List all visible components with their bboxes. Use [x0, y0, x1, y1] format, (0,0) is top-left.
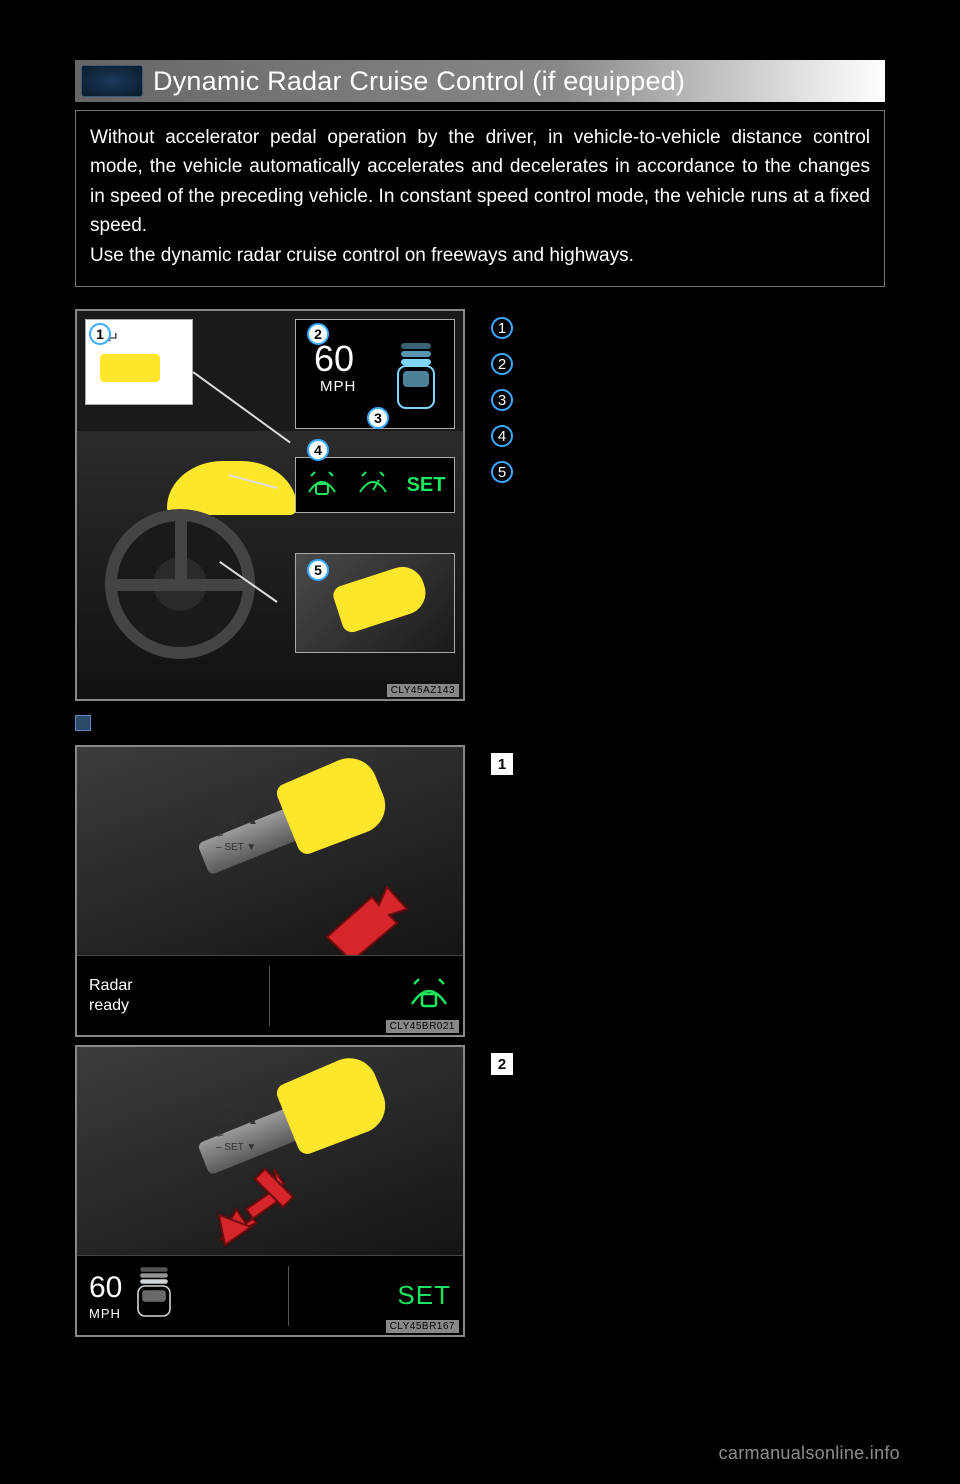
intro-paragraph-1: Without accelerator pedal operation by t…: [90, 123, 870, 241]
radar-ready-line1: Radar: [89, 976, 133, 996]
lever-labels: CANCEL + RES ▲ ⚞ – SET ▼: [216, 1102, 258, 1154]
strip-divider: [288, 1266, 289, 1326]
red-arrow-icon: [207, 1157, 307, 1262]
page-title: Dynamic Radar Cruise Control (if equippe…: [153, 66, 685, 97]
step-marker-2: 2: [491, 1053, 513, 1075]
display-speed-unit: MPH: [89, 1306, 122, 1322]
callout-indicators: SET: [295, 457, 455, 513]
intro-paragraph-2: Use the dynamic radar cruise control on …: [90, 241, 870, 270]
figure-label: CLY45BR167: [386, 1320, 459, 1333]
step2-figure: CANCEL + RES ▲ ⚞ – SET ▼ 60 MPH: [75, 1045, 465, 1337]
title-bar: Dynamic Radar Cruise Control (if equippe…: [75, 60, 885, 102]
display-speed-value: 60: [89, 1269, 122, 1307]
preceding-vehicle-icon: [388, 336, 444, 418]
speed-display-group: 60 MPH: [89, 1264, 180, 1328]
cruise-icon: [356, 468, 390, 503]
legend-item-4: 4: [491, 419, 885, 453]
display-speed-unit: MPH: [320, 378, 356, 395]
radar-cruise-icon: [407, 974, 451, 1017]
figure-label: CLY45BR021: [386, 1020, 459, 1033]
legend-item-3: 3: [491, 383, 885, 417]
legend-marker: 2: [491, 353, 513, 375]
legend-marker: 1: [491, 317, 513, 339]
step-1-row: 1: [491, 747, 885, 781]
cruise-lever-icon: [331, 561, 431, 634]
step-marker-1: 1: [491, 753, 513, 775]
legend-item-5: 5: [491, 455, 885, 489]
radar-ready-line2: ready: [89, 996, 133, 1016]
step-2-row: 2: [491, 1047, 885, 1081]
overview-figure: ↵ 60 MPH: [75, 309, 465, 701]
intro-box: Without accelerator pedal operation by t…: [75, 110, 885, 287]
title-badge-icon: [81, 65, 143, 97]
steering-wheel: [105, 509, 255, 659]
lever-labels: CANCEL + RES ▲ ⚞ – SET ▼: [216, 802, 258, 854]
legend-marker: 4: [491, 425, 513, 447]
set-indicator-label: SET: [397, 1280, 451, 1311]
legend-column: 1 2 3 4 5: [491, 309, 885, 701]
preceding-vehicle-icon: [128, 1264, 180, 1328]
strip-divider: [269, 966, 270, 1026]
legend-item-2: 2: [491, 347, 885, 381]
section-bullet-icon: [75, 715, 91, 731]
radar-cruise-icon: [305, 468, 339, 503]
distance-button-icon: [100, 354, 160, 382]
set-indicator-label: SET: [407, 474, 446, 497]
step1-figure: CANCEL + RES ▲ ⚞ – SET ▼ Radar ready: [75, 745, 465, 1037]
legend-item-1: 1: [491, 311, 885, 345]
figure-label: CLY45AZ143: [387, 684, 459, 697]
legend-marker: 3: [491, 389, 513, 411]
section-header: [75, 715, 885, 731]
watermark: carmanualsonline.info: [719, 1443, 900, 1464]
legend-marker: 5: [491, 461, 513, 483]
radar-ready-text: Radar ready: [89, 976, 133, 1016]
